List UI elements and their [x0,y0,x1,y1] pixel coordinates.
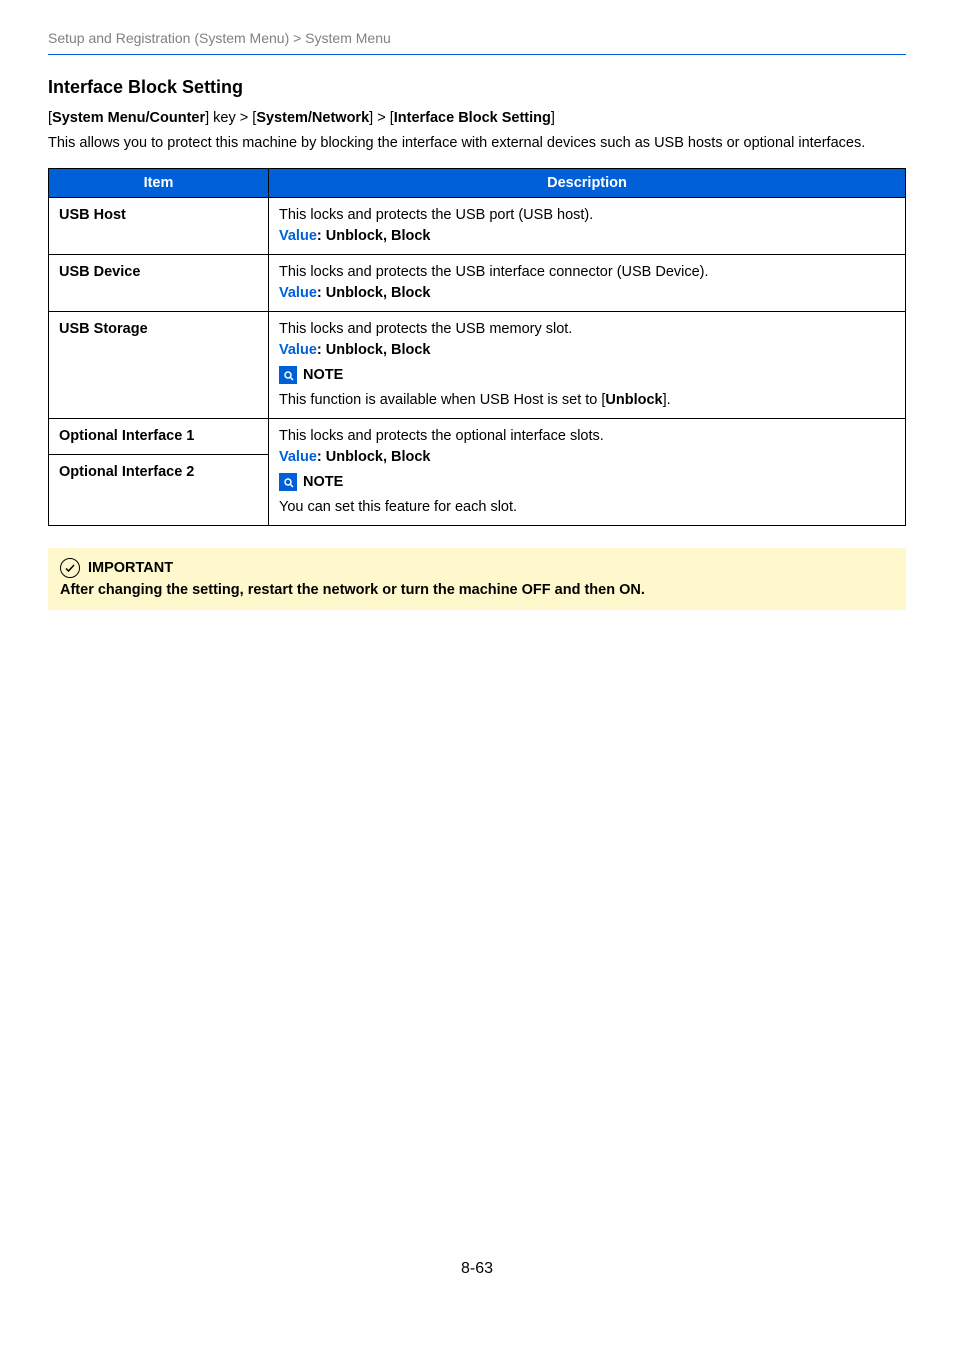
desc-text: This locks and protects the USB port (US… [279,205,895,226]
important-callout: IMPORTANT After changing the setting, re… [48,548,906,610]
item-label: Optional Interface 1 [49,419,268,455]
section-title: Interface Block Setting [48,77,906,98]
important-label: IMPORTANT [88,560,173,576]
note-icon [279,473,297,491]
table-row: USB Device This locks and protects the U… [49,254,906,311]
path-key: System/Network [256,110,369,126]
item-cell: Optional Interface 1 Optional Interface … [49,418,269,525]
note-text: This function is available when USB Host… [279,390,895,411]
note-icon [279,366,297,384]
desc-text: This locks and protects the USB memory s… [279,319,895,340]
page-number: 8-63 [48,1260,906,1278]
note-label: NOTE [303,472,343,493]
note-text-bold: Unblock [605,392,662,408]
desc-cell: This locks and protects the USB interfac… [269,254,906,311]
desc-cell: This locks and protects the USB memory s… [269,311,906,418]
path-key: Interface Block Setting [394,110,551,126]
desc-text: This locks and protects the optional int… [279,426,895,447]
value-label: Value [279,228,317,244]
col-header-item: Item [49,168,269,197]
path-text: ] key > [ [205,110,256,126]
value-options: : Unblock, Block [317,342,431,358]
intro-paragraph: This allows you to protect this machine … [48,134,906,154]
note-label: NOTE [303,365,343,386]
item-cell: USB Storage [49,311,269,418]
value-label: Value [279,285,317,301]
path-text: ] > [ [369,110,394,126]
note-text-part: This function is available when USB Host… [279,392,605,408]
item-label: Optional Interface 2 [49,462,268,490]
navigation-path: [System Menu/Counter] key > [System/Netw… [48,110,906,126]
table-row: USB Host This locks and protects the USB… [49,197,906,254]
path-key: System Menu/Counter [52,110,205,126]
col-header-description: Description [269,168,906,197]
running-header: Setup and Registration (System Menu) > S… [48,30,906,54]
table-row: USB Storage This locks and protects the … [49,311,906,418]
important-text: After changing the setting, restart the … [60,582,894,598]
desc-cell: This locks and protects the optional int… [269,418,906,525]
desc-cell: This locks and protects the USB port (US… [269,197,906,254]
value-options: : Unblock, Block [317,228,431,244]
header-rule [48,54,906,55]
note-text: You can set this feature for each slot. [279,497,895,518]
value-label: Value [279,342,317,358]
item-cell: USB Device [49,254,269,311]
table-row: Optional Interface 1 Optional Interface … [49,418,906,525]
value-label: Value [279,449,317,465]
desc-text: This locks and protects the USB interfac… [279,262,895,283]
note-text-part: ]. [663,392,671,408]
value-options: : Unblock, Block [317,285,431,301]
value-options: : Unblock, Block [317,449,431,465]
settings-table: Item Description USB Host This locks and… [48,168,906,526]
item-cell: USB Host [49,197,269,254]
check-circle-icon [60,558,80,578]
path-text: ] [551,110,555,126]
